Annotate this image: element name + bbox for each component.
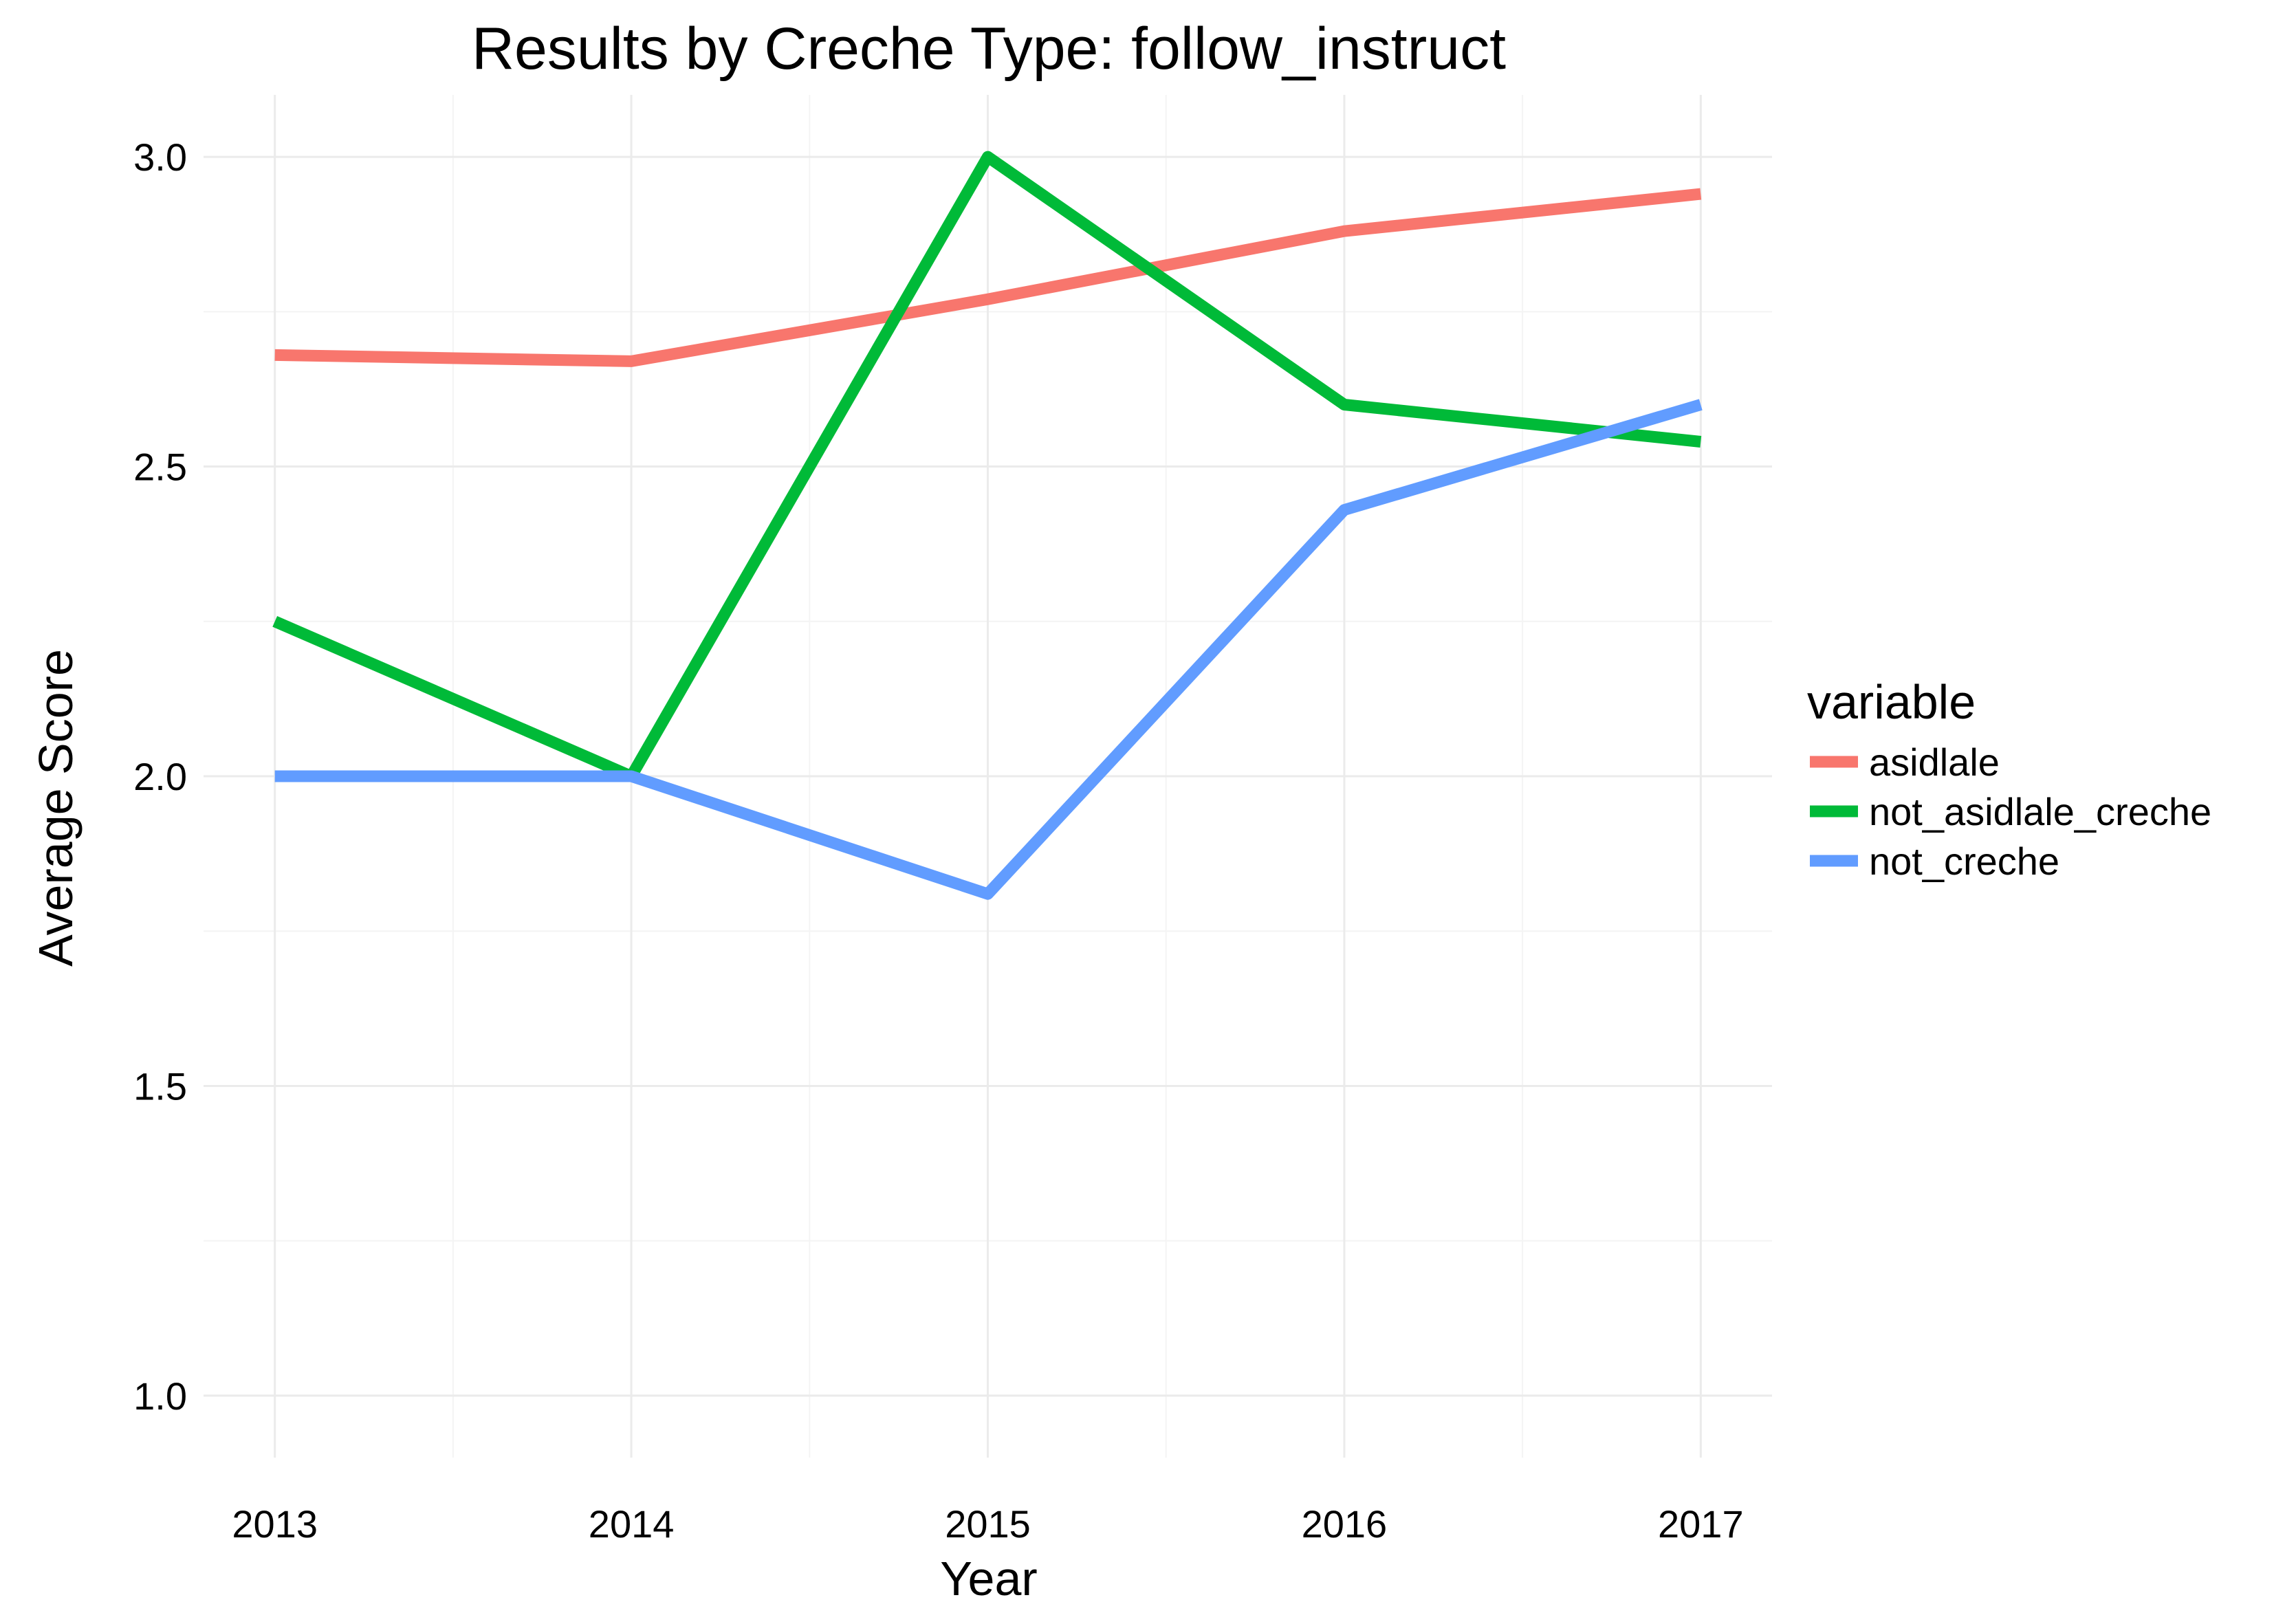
x-axis-title: Year (940, 1552, 1037, 1605)
legend: variable asidlale not_asidlale_creche not_… (1807, 675, 2211, 883)
x-tick-label: 2017 (1658, 1502, 1744, 1546)
legend-label-not-asidlale-creche: not_asidlale_creche (1869, 790, 2211, 833)
x-tick-label: 2014 (589, 1502, 675, 1546)
legend-items: asidlale not_asidlale_creche not_creche (1810, 740, 2211, 883)
legend-label-not-creche: not_creche (1869, 840, 2059, 883)
series-layer (272, 151, 1703, 900)
y-tick-label: 1.0 (133, 1374, 187, 1418)
y-tick-label: 2.5 (133, 446, 187, 489)
y-tick-labels: 1.0 1.5 2.0 2.5 3.0 (133, 135, 187, 1418)
legend-label-asidlale: asidlale (1869, 740, 2000, 784)
series-line-not-creche (274, 399, 1703, 900)
y-tick-label: 1.5 (133, 1064, 187, 1108)
y-tick-label: 2.0 (133, 755, 187, 798)
chart-title: Results by Creche Type: follow_instruct (472, 16, 1506, 82)
series-line-asidlale (274, 188, 1702, 367)
series-line-not-asidlale-creche (272, 151, 1702, 782)
x-tick-label: 2015 (945, 1502, 1031, 1546)
y-axis-title: Average Score (29, 649, 83, 967)
x-tick-labels: 2013 2014 2015 2016 2017 (232, 1502, 1743, 1546)
legend-title: variable (1807, 675, 1976, 729)
x-tick-label: 2016 (1302, 1502, 1388, 1546)
x-tick-label: 2013 (232, 1502, 318, 1546)
y-tick-label: 3.0 (133, 135, 187, 179)
